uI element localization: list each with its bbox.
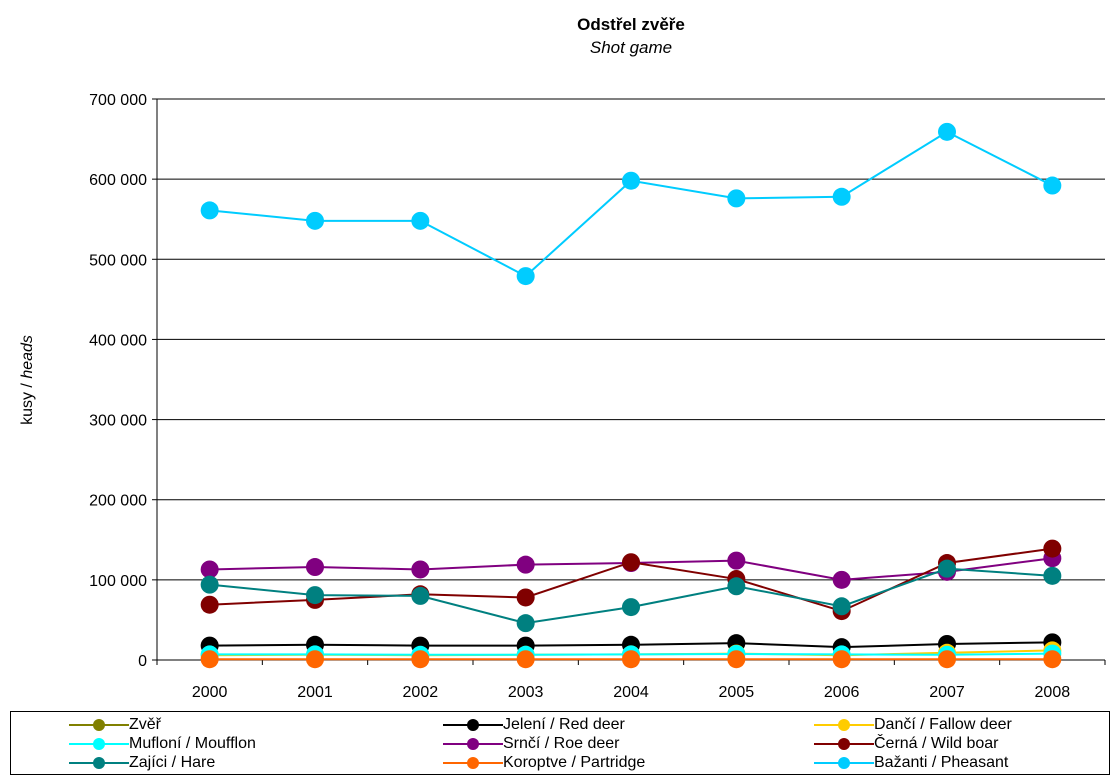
y-tick-label: 400 000 <box>89 332 147 349</box>
data-point-wild-boar <box>622 553 640 572</box>
data-point-roe-deer <box>306 558 324 577</box>
data-point-hare <box>516 614 535 633</box>
y-tick-label: 0 <box>138 653 147 670</box>
y-tick-label: 700 000 <box>89 92 147 109</box>
legend-marker-icon <box>814 719 874 731</box>
legend-label: Jelení / Red deer <box>503 716 625 733</box>
legend-label: Zajíci / Hare <box>129 754 216 771</box>
x-tick-label: 2008 <box>1035 684 1071 701</box>
legend-item-red-deer: Jelení / Red deer <box>443 716 625 734</box>
legend-label: Mufloní / Moufflon <box>129 735 256 752</box>
y-tick-label: 100 000 <box>89 573 147 590</box>
x-tick-label: 2000 <box>192 684 228 701</box>
data-point-hare <box>411 586 430 605</box>
series-line-pheasant <box>209 130 1053 278</box>
line-chart: 0 100 000 200 000 300 000 400 000 500 000 600 … <box>89 92 1106 701</box>
legend-marker-icon <box>814 757 874 769</box>
data-point-partridge <box>938 650 956 669</box>
data-point-hare <box>727 577 746 596</box>
x-tick-label: 2002 <box>403 684 439 701</box>
y-tick-label: 600 000 <box>89 172 147 189</box>
x-tick-label: 2004 <box>613 684 649 701</box>
data-point-wild-boar <box>1043 539 1062 558</box>
x-tick-label: 2006 <box>824 684 860 701</box>
legend-label: Černá / Wild boar <box>874 735 999 752</box>
chart-subtitle: Shot game <box>589 38 673 57</box>
legend-item-hare: Zajíci / Hare <box>69 754 215 772</box>
data-point-pheasant <box>411 211 430 230</box>
legend-item-partridge: Koroptve / Partridge <box>443 754 645 772</box>
x-tick-label: 2003 <box>508 684 544 701</box>
legend-marker-icon <box>69 738 129 750</box>
legend-marker-icon <box>814 738 874 750</box>
data-point-hare <box>306 586 324 605</box>
legend-marker-icon <box>443 719 503 731</box>
data-point-wild-boar <box>200 595 219 614</box>
data-point-roe-deer <box>200 560 219 579</box>
data-point-partridge <box>411 650 430 669</box>
legend-marker-icon <box>69 757 129 769</box>
y-tick-label: 300 000 <box>89 413 147 430</box>
legend-marker-icon <box>443 738 503 750</box>
legend-item-zv-: Zvěř <box>69 716 161 734</box>
y-tick-label: 500 000 <box>89 252 147 269</box>
legend-marker-icon <box>443 757 503 769</box>
data-point-pheasant <box>1043 176 1062 195</box>
data-point-partridge <box>622 650 640 669</box>
x-tick-label: 2001 <box>297 684 333 701</box>
data-point-pheasant <box>306 211 324 230</box>
data-point-roe-deer <box>727 551 746 570</box>
legend-item-pheasant: Bažanti / Pheasant <box>814 754 1008 772</box>
data-point-hare <box>1043 566 1062 585</box>
data-point-hare <box>938 559 956 578</box>
data-point-partridge <box>1043 650 1062 669</box>
chart-legend: Zvěř Jelení / Red deer Dančí / Fallow deer… <box>10 711 1110 775</box>
data-point-roe-deer <box>832 570 851 589</box>
data-point-wild-boar <box>516 588 535 607</box>
legend-label: Zvěř <box>129 716 161 733</box>
data-point-partridge <box>516 650 535 669</box>
data-point-roe-deer <box>411 560 430 579</box>
legend-item-fallow-deer: Dančí / Fallow deer <box>814 716 1012 734</box>
data-point-pheasant <box>200 201 219 220</box>
data-point-roe-deer <box>516 555 535 574</box>
legend-label: Srnčí / Roe deer <box>503 735 620 752</box>
x-tick-label: 2007 <box>929 684 965 701</box>
legend-marker-icon <box>69 719 129 731</box>
x-tick-label: 2005 <box>719 684 755 701</box>
data-point-pheasant <box>832 187 851 206</box>
data-point-partridge <box>306 650 324 669</box>
legend-item-moufflon: Mufloní / Moufflon <box>69 735 256 753</box>
chart-title: Odstřel zvěře <box>577 15 685 34</box>
data-point-pheasant <box>727 189 746 208</box>
data-point-pheasant <box>516 267 535 286</box>
data-point-partridge <box>727 650 746 669</box>
legend-label: Bažanti / Pheasant <box>874 754 1009 771</box>
data-point-pheasant <box>622 171 640 190</box>
data-point-partridge <box>832 650 851 669</box>
data-point-hare <box>622 598 640 617</box>
legend-label: Koroptve / Partridge <box>503 754 646 771</box>
legend-item-roe-deer: Srnčí / Roe deer <box>443 735 620 753</box>
y-tick-label: 200 000 <box>89 493 147 510</box>
data-point-pheasant <box>938 122 956 141</box>
data-point-hare <box>200 575 219 594</box>
data-point-hare <box>832 597 851 616</box>
legend-label: Dančí / Fallow deer <box>874 716 1012 733</box>
data-point-partridge <box>200 650 219 669</box>
legend-item-wild-boar: Černá / Wild boar <box>814 735 999 753</box>
